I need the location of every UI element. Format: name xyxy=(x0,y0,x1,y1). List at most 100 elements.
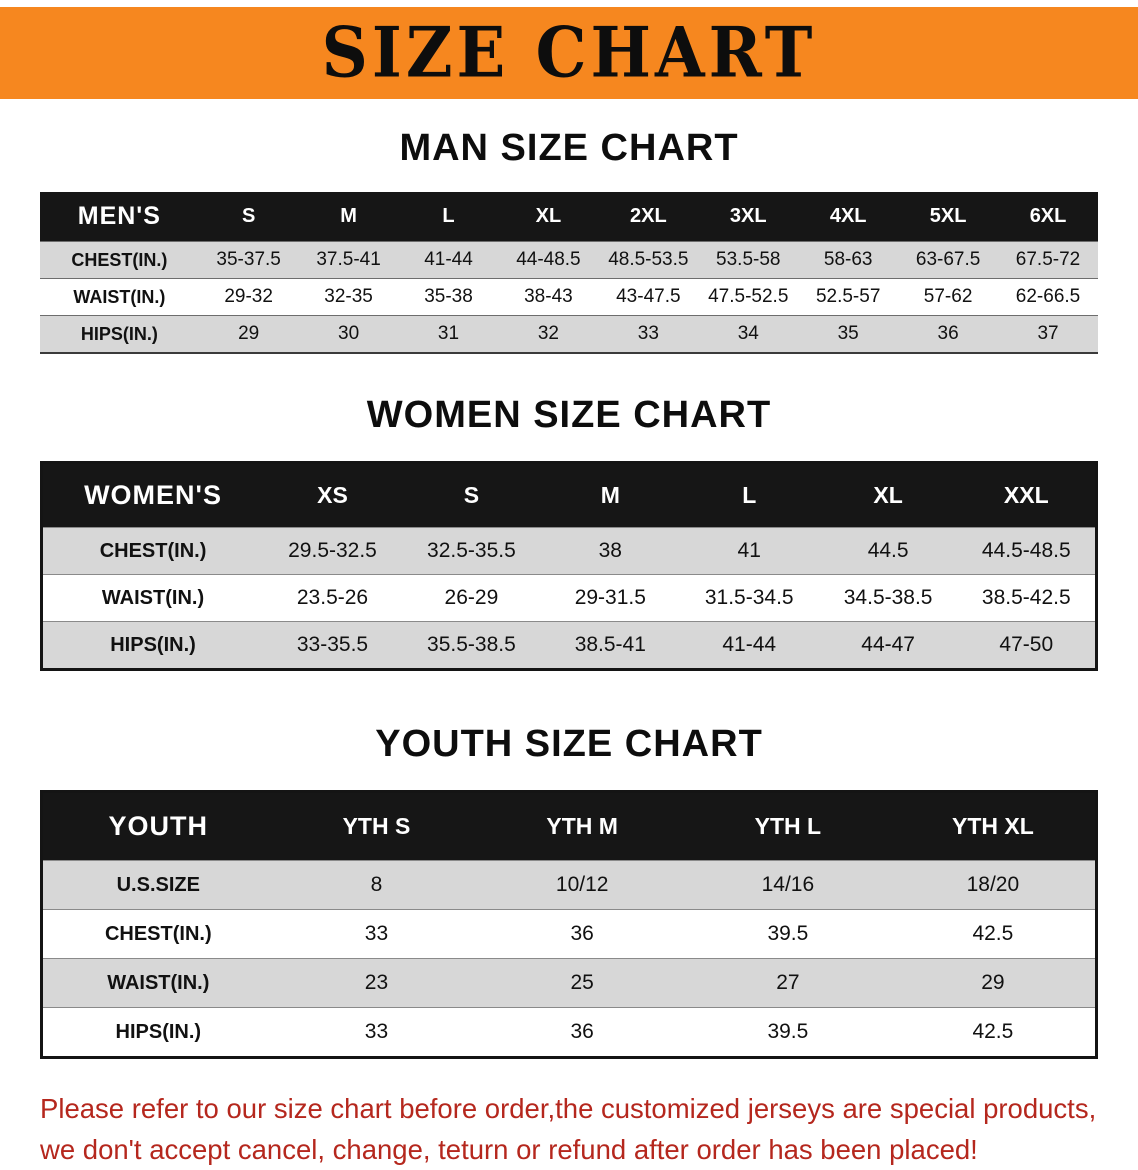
size-column-header: S xyxy=(198,192,299,242)
measurement-cell: 41 xyxy=(679,527,819,575)
measurement-cell: 67.5-72 xyxy=(998,241,1098,279)
size-column-header: L xyxy=(398,192,499,242)
table-header-row: WOMEN'S XS S M L XL XXL xyxy=(41,462,1097,528)
measurement-cell: 39.5 xyxy=(685,1007,891,1058)
table-row: WAIST(IN.) 23 25 27 29 xyxy=(41,958,1097,1008)
measurement-cell: 27 xyxy=(685,958,891,1008)
size-column-header: XXL xyxy=(957,462,1097,528)
measurement-cell: 29 xyxy=(198,315,299,353)
row-label: CHEST(IN.) xyxy=(40,241,199,279)
measurement-cell: 33 xyxy=(598,315,699,353)
measurement-cell: 33-35.5 xyxy=(263,621,402,670)
women-size-chart-heading: WOMEN SIZE CHART xyxy=(366,394,772,436)
size-column-header: 6XL xyxy=(998,192,1098,242)
measurement-cell: 52.5-57 xyxy=(798,278,899,316)
measurement-cell: 38-43 xyxy=(498,278,599,316)
women-size-table: WOMEN'S XS S M L XL XXL CHEST(IN.) 29.5-32.5 32.5… xyxy=(40,461,1098,671)
measurement-cell: 42.5 xyxy=(890,1007,1097,1058)
row-label: HIPS(IN.) xyxy=(40,315,199,353)
table-header-row: YOUTH YTH S YTH M YTH L YTH XL xyxy=(41,791,1097,861)
measurement-cell: 31.5-34.5 xyxy=(679,574,819,622)
measurement-cell: 23.5-26 xyxy=(263,574,402,622)
size-chart-banner: SIZE CHART xyxy=(0,7,1138,99)
table-row: CHEST(IN.) 33 36 39.5 42.5 xyxy=(41,909,1097,959)
row-label: HIPS(IN.) xyxy=(41,621,264,670)
size-column-header: 2XL xyxy=(598,192,699,242)
measurement-cell: 36 xyxy=(479,1007,686,1058)
size-column-header: YTH M xyxy=(479,791,686,861)
measurement-cell: 37.5-41 xyxy=(298,241,399,279)
table-row: CHEST(IN.) 29.5-32.5 32.5-35.5 38 41 44.5 44.5… xyxy=(41,527,1097,575)
measurement-cell: 47-50 xyxy=(957,621,1097,670)
measurement-cell: 37 xyxy=(998,315,1098,353)
measurement-cell: 14/16 xyxy=(685,860,891,910)
size-column-header: S xyxy=(401,462,541,528)
table-row: HIPS(IN.) 33-35.5 35.5-38.5 38.5-41 41-44 44-… xyxy=(41,621,1097,670)
measurement-cell: 35 xyxy=(798,315,899,353)
measurement-cell: 44-47 xyxy=(818,621,958,670)
measurement-cell: 34.5-38.5 xyxy=(818,574,958,622)
measurement-cell: 36 xyxy=(479,909,686,959)
measurement-cell: 29-32 xyxy=(198,278,299,316)
table-row: HIPS(IN.) 29 30 31 32 33 34 35 36 37 xyxy=(40,315,1098,353)
measurement-cell: 38.5-41 xyxy=(540,621,680,670)
table-row: WAIST(IN.) 29-32 32-35 35-38 38-43 43-47.5 47.… xyxy=(40,278,1098,316)
order-notice: Please refer to our size chart before or… xyxy=(40,1089,1098,1170)
size-column-header: L xyxy=(679,462,819,528)
measurement-cell: 35.5-38.5 xyxy=(401,621,541,670)
table-row: WAIST(IN.) 23.5-26 26-29 29-31.5 31.5-34.5 34… xyxy=(41,574,1097,622)
measurement-cell: 25 xyxy=(479,958,686,1008)
measurement-cell: 29-31.5 xyxy=(540,574,680,622)
size-column-header: XL xyxy=(498,192,599,242)
row-label: U.S.SIZE xyxy=(41,860,274,910)
youth-size-table: YOUTH YTH S YTH M YTH L YTH XL U.S.SIZE 8 10/12… xyxy=(40,790,1098,1059)
measurement-cell: 18/20 xyxy=(890,860,1097,910)
measurement-cell: 29 xyxy=(890,958,1097,1008)
measurement-cell: 32 xyxy=(498,315,599,353)
banner-title: SIZE CHART xyxy=(321,12,817,94)
row-label: CHEST(IN.) xyxy=(41,527,264,575)
row-label: WAIST(IN.) xyxy=(41,958,274,1008)
row-label: CHEST(IN.) xyxy=(41,909,274,959)
size-column-header: 5XL xyxy=(898,192,999,242)
table-row: CHEST(IN.) 35-37.5 37.5-41 41-44 44-48.5 48.5… xyxy=(40,241,1098,279)
measurement-cell: 36 xyxy=(898,315,999,353)
measurement-cell: 44.5 xyxy=(818,527,958,575)
table-header-row: MEN'S S M L XL 2XL 3XL 4XL 5XL 6XL xyxy=(40,192,1098,242)
measurement-cell: 10/12 xyxy=(479,860,686,910)
measurement-cell: 42.5 xyxy=(890,909,1097,959)
row-label: WAIST(IN.) xyxy=(41,574,264,622)
size-column-header: XL xyxy=(818,462,958,528)
table-title-cell: MEN'S xyxy=(40,192,199,242)
measurement-cell: 57-62 xyxy=(898,278,999,316)
measurement-cell: 62-66.5 xyxy=(998,278,1098,316)
size-column-header: M xyxy=(298,192,399,242)
measurement-cell: 35-37.5 xyxy=(198,241,299,279)
measurement-cell: 53.5-58 xyxy=(698,241,799,279)
row-label: WAIST(IN.) xyxy=(40,278,199,316)
order-notice-line-2: we don't accept cancel, change, teturn o… xyxy=(40,1133,978,1165)
table-row: HIPS(IN.) 33 36 39.5 42.5 xyxy=(41,1007,1097,1058)
measurement-cell: 31 xyxy=(398,315,499,353)
size-column-header: XS xyxy=(263,462,402,528)
measurement-cell: 41-44 xyxy=(679,621,819,670)
size-column-header: YTH L xyxy=(685,791,891,861)
measurement-cell: 63-67.5 xyxy=(898,241,999,279)
measurement-cell: 44-48.5 xyxy=(498,241,599,279)
measurement-cell: 29.5-32.5 xyxy=(263,527,402,575)
measurement-cell: 47.5-52.5 xyxy=(698,278,799,316)
measurement-cell: 30 xyxy=(298,315,399,353)
measurement-cell: 35-38 xyxy=(398,278,499,316)
size-column-header: 3XL xyxy=(698,192,799,242)
man-size-chart-heading: MAN SIZE CHART xyxy=(399,127,739,169)
table-title-cell: WOMEN'S xyxy=(41,462,264,528)
measurement-cell: 48.5-53.5 xyxy=(598,241,699,279)
size-column-header: 4XL xyxy=(798,192,899,242)
measurement-cell: 33 xyxy=(273,1007,480,1058)
measurement-cell: 39.5 xyxy=(685,909,891,959)
measurement-cell: 38 xyxy=(540,527,680,575)
size-column-header: YTH S xyxy=(273,791,480,861)
table-row: U.S.SIZE 8 10/12 14/16 18/20 xyxy=(41,860,1097,910)
measurement-cell: 32.5-35.5 xyxy=(401,527,541,575)
measurement-cell: 23 xyxy=(273,958,480,1008)
